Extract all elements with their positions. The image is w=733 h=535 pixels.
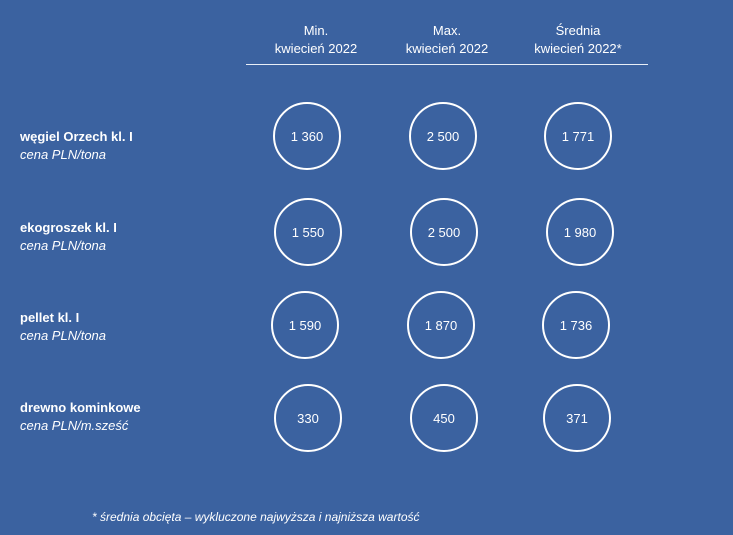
header-divider [246, 64, 648, 65]
column-header-period: kwiecień 2022 [405, 41, 489, 56]
value-circle-min: 1 590 [271, 291, 339, 359]
column-header-title: Min. [303, 23, 329, 38]
value-circle-min: 1 360 [273, 102, 341, 170]
column-header-title: Średnia [555, 23, 601, 38]
value-circle-max: 450 [410, 384, 478, 452]
row-label-pellet: pellet kl. I cena PLN/tona [20, 309, 220, 345]
column-header-min: Min. kwiecień 2022 [251, 22, 381, 58]
column-header-average: Średnia kwiecień 2022* [513, 22, 643, 58]
value-circle-min: 1 550 [274, 198, 342, 266]
row-unit: cena PLN/tona [20, 147, 107, 162]
value-circle-average: 371 [543, 384, 611, 452]
row-name: pellet kl. I [20, 310, 80, 325]
row-unit: cena PLN/m.sześć [20, 418, 129, 433]
row-label-ecopea: ekogroszek kl. I cena PLN/tona [20, 219, 220, 255]
footnote: * średnia obcięta – wykluczone najwyższa… [92, 510, 420, 524]
column-header-period: kwiecień 2022 [274, 41, 358, 56]
value-circle-average: 1 736 [542, 291, 610, 359]
value-circle-min: 330 [274, 384, 342, 452]
column-header-period: kwiecień 2022* [534, 41, 622, 56]
value-circle-max: 2 500 [409, 102, 477, 170]
row-label-firewood: drewno kominkowe cena PLN/m.sześć [20, 399, 220, 435]
row-name: drewno kominkowe [20, 400, 141, 415]
row-label-coal: węgiel Orzech kl. I cena PLN/tona [20, 128, 220, 164]
value-circle-average: 1 771 [544, 102, 612, 170]
column-header-title: Max. [432, 23, 462, 38]
value-circle-max: 1 870 [407, 291, 475, 359]
row-name: ekogroszek kl. I [20, 220, 117, 235]
row-unit: cena PLN/tona [20, 328, 107, 343]
column-header-max: Max. kwiecień 2022 [382, 22, 512, 58]
value-circle-max: 2 500 [410, 198, 478, 266]
value-circle-average: 1 980 [546, 198, 614, 266]
row-name: węgiel Orzech kl. I [20, 129, 133, 144]
row-unit: cena PLN/tona [20, 238, 107, 253]
